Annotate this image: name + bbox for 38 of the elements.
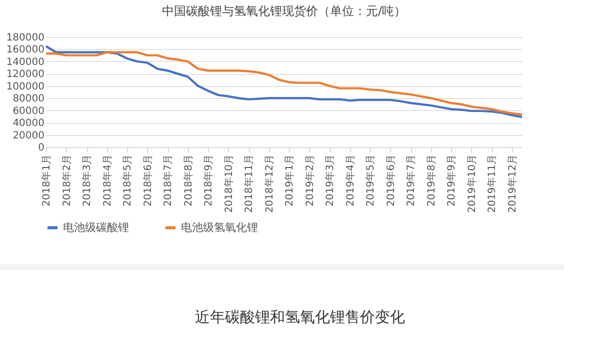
x-tick-label: 2018年7月 xyxy=(162,154,174,206)
x-tick-label: 2019年9月 xyxy=(446,154,458,206)
y-tick-label: 0 xyxy=(38,142,44,154)
x-tick-label: 2019年1月 xyxy=(284,154,296,206)
x-tick-label: 2019年4月 xyxy=(344,154,356,206)
x-tick-label: 2019年6月 xyxy=(384,154,397,206)
x-tick-label: 2018年11月 xyxy=(243,154,256,213)
y-tick-label: 120000 xyxy=(6,69,44,80)
x-tick-label: 2018年5月 xyxy=(122,154,134,206)
x-tick-label: 2019年12月 xyxy=(506,154,518,213)
x-tick-label: 2019年7月 xyxy=(405,154,418,206)
x-tick-label: 2018年8月 xyxy=(182,154,194,206)
x-tick-label: 2018年10月 xyxy=(222,154,235,213)
x-tick-label: 2018年3月 xyxy=(81,154,94,206)
x-tick-label: 2018年2月 xyxy=(60,154,73,206)
legend-label: 电池级氢氧化锂 xyxy=(181,220,258,234)
x-tick-label: 2018年4月 xyxy=(101,154,114,206)
y-tick-label: 160000 xyxy=(6,44,44,56)
y-tick-label: 100000 xyxy=(6,81,44,92)
x-tick-label: 2019年5月 xyxy=(364,154,377,206)
y-tick-label: 140000 xyxy=(6,56,44,68)
x-tick-label: 2019年11月 xyxy=(486,154,498,213)
text: 近年碳酸锂和氢氧化锂售价变化 xyxy=(194,308,406,327)
x-tick-label: 2018年6月 xyxy=(142,154,154,206)
x-tick-label: 2018年1月 xyxy=(40,154,52,206)
y-tick-label: 20000 xyxy=(12,130,44,142)
y-tick-label: 60000 xyxy=(12,106,44,117)
chart-title: 中国碳酸锂与氢氧化锂现货价（单位：元/吨） xyxy=(162,4,406,18)
x-tick-label: 2018年9月 xyxy=(202,154,215,206)
x-tick-label: 2019年10月 xyxy=(466,154,478,213)
y-tick-label: 40000 xyxy=(12,118,44,130)
x-tick-label: 2019年2月 xyxy=(304,154,316,206)
legend-label: 电池级碳酸锂 xyxy=(63,220,129,234)
x-tick-label: 2018年12月 xyxy=(263,154,276,213)
y-tick-label: 80000 xyxy=(12,94,44,105)
x-tick-label: 2019年8月 xyxy=(425,154,438,206)
x-tick-label: 2019年3月 xyxy=(324,154,336,206)
y-tick-label: 180000 xyxy=(6,32,44,44)
